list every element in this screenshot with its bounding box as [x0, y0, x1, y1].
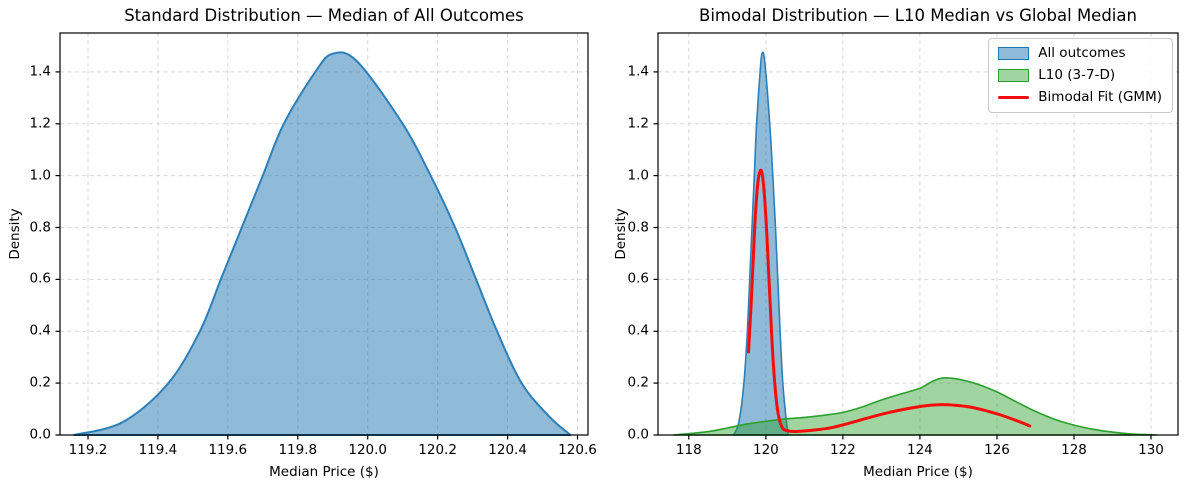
x-axis-label-right: Median Price ($) [863, 464, 973, 480]
y-tick-label: 0.4 [29, 322, 51, 339]
x-tick-label: 122 [830, 442, 856, 458]
y-tick-label: 0.2 [29, 374, 51, 391]
y-tick-label: 0.2 [627, 374, 649, 391]
legend-item-l10-3-7-d-: L10 (3-7-D) [998, 68, 1162, 83]
y-tick-label: 1.4 [627, 63, 649, 80]
y-tick-label: 0.6 [627, 270, 649, 287]
x-tick-label: 120 [753, 442, 779, 458]
y-tick-label: 0.0 [29, 426, 51, 443]
plot-title-left: Standard Distribution — Median of All Ou… [124, 6, 524, 25]
legend-patch-swatch [998, 47, 1030, 60]
y-tick-label: 0.8 [29, 219, 51, 235]
axes-spines [657, 32, 1179, 436]
series-all-outcomes [732, 51, 789, 436]
legend-label: Bimodal Fit (GMM) [1038, 89, 1162, 105]
x-tick-label: 119.2 [68, 442, 108, 458]
legend-patch-swatch [998, 69, 1030, 82]
y-tick-label: 1.2 [627, 115, 649, 132]
legend-label: L10 (3-7-D) [1038, 67, 1116, 83]
legend: All outcomes L10 (3-7-D) Bimodal Fit (GMM) [988, 38, 1173, 113]
y-tick-label: 1.0 [29, 167, 51, 184]
axes-spines [59, 32, 589, 436]
x-tick-label: 119.8 [278, 442, 318, 458]
legend-line-swatch [998, 95, 1030, 100]
y-tick-label: 0.8 [627, 219, 649, 235]
legend-label: All outcomes [1038, 45, 1126, 61]
y-tick-label: 0.0 [627, 426, 649, 443]
x-tick-label: 130 [1138, 442, 1164, 458]
x-tick-label: 119.6 [208, 442, 248, 458]
legend-item-bimodal-fit-gmm-: Bimodal Fit (GMM) [998, 90, 1162, 105]
series-bimodal-fit-gmm- [747, 168, 1032, 434]
y-tick-label: 1.2 [29, 115, 51, 132]
y-tick-label: 1.4 [29, 63, 51, 80]
y-tick-label: 0.4 [627, 322, 649, 339]
x-tick-label: 124 [907, 442, 933, 458]
x-tick-label: 120.6 [558, 442, 597, 458]
x-tick-label: 118 [675, 442, 702, 458]
x-tick-label: 119.4 [138, 442, 178, 458]
x-tick-label: 128 [1061, 442, 1087, 458]
y-tick-label: 1.0 [627, 167, 649, 184]
x-axis-label-left: Median Price ($) [269, 464, 379, 480]
legend-item-all-outcomes: All outcomes [998, 46, 1162, 61]
series-all-outcomes [73, 51, 572, 436]
plot-title-right: Bimodal Distribution — L10 Median vs Glo… [699, 6, 1137, 25]
y-tick-label: 0.6 [29, 270, 51, 287]
x-tick-label: 120.4 [488, 442, 527, 458]
x-tick-label: 120.0 [348, 442, 388, 458]
x-tick-label: 126 [984, 442, 1010, 458]
x-tick-label: 120.2 [418, 442, 457, 458]
